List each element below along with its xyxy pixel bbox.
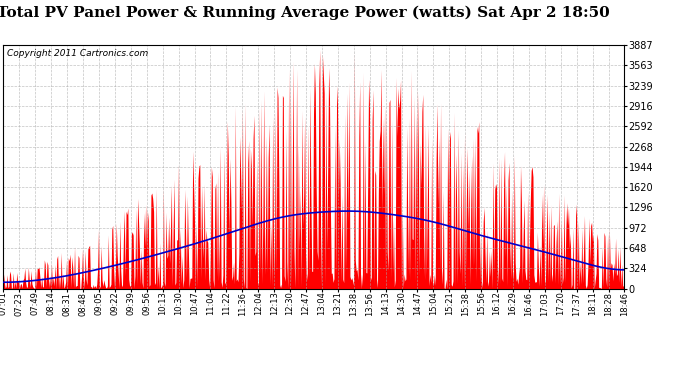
Text: Copyright 2011 Cartronics.com: Copyright 2011 Cartronics.com xyxy=(7,49,148,58)
Text: Total PV Panel Power & Running Average Power (watts) Sat Apr 2 18:50: Total PV Panel Power & Running Average P… xyxy=(0,6,610,20)
